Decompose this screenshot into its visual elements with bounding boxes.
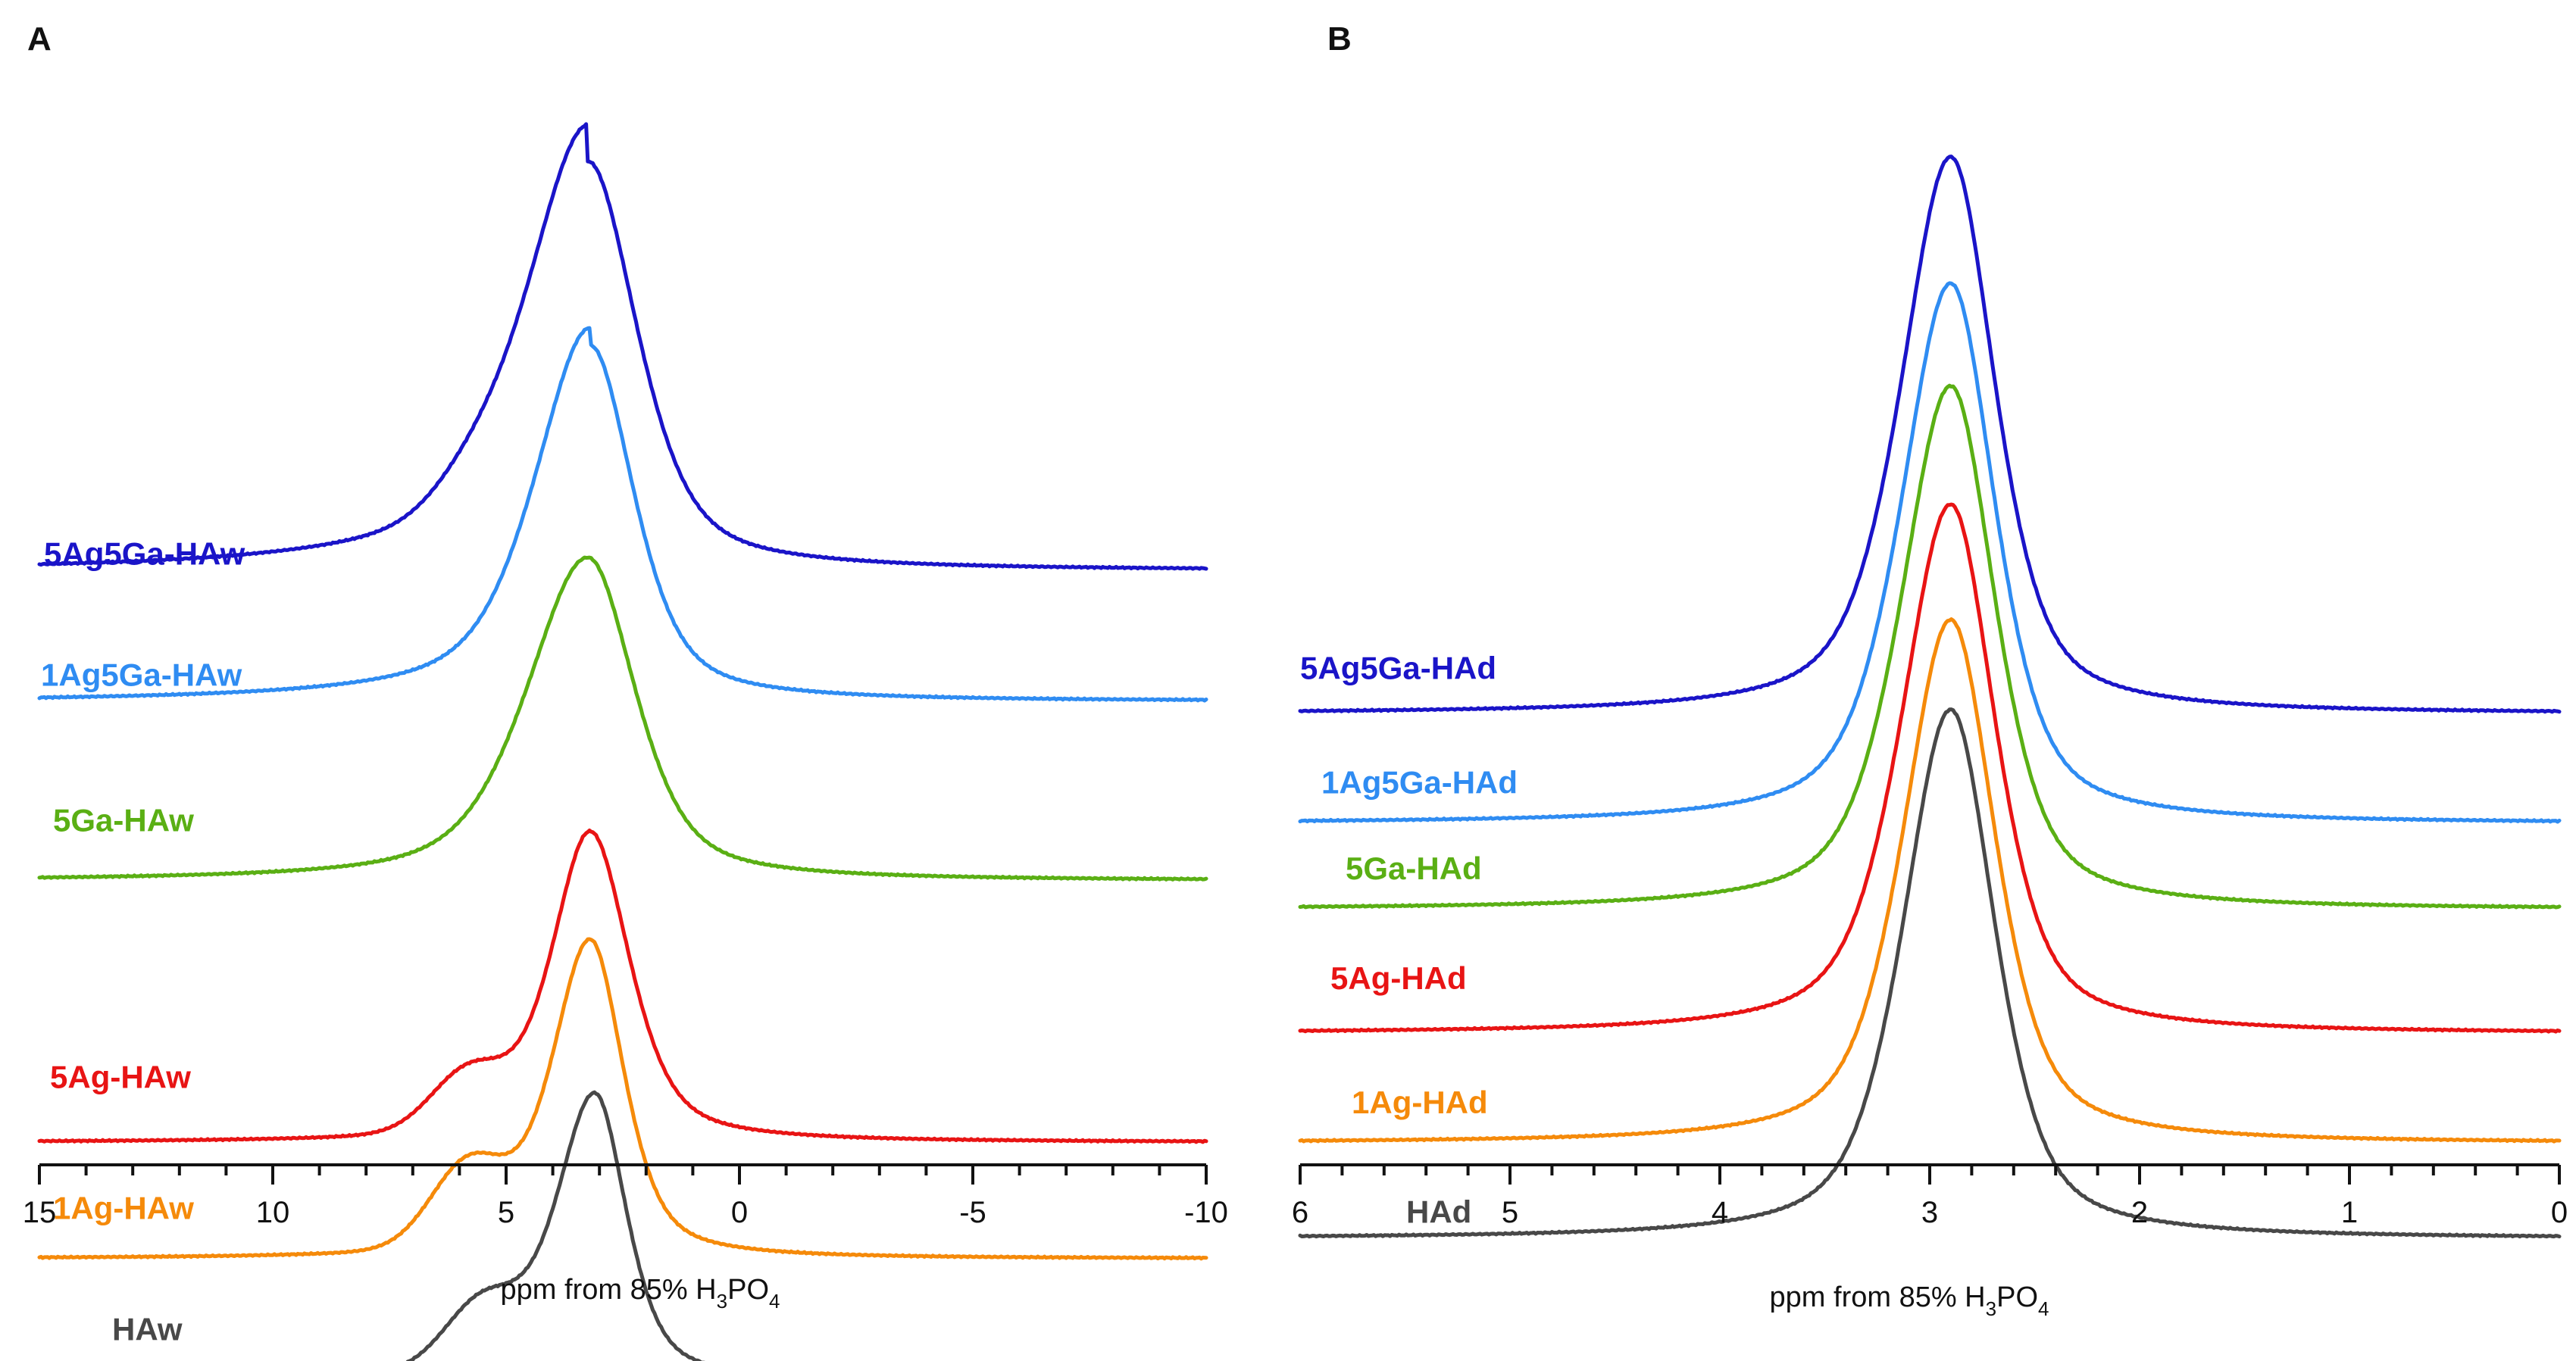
panel-a-series-labels: 5Ag5Ga-HAw 1Ag5Ga-HAw 5Ga-HAw 5Ag-HAw 1Ag-HA… — [41, 535, 245, 1347]
trace-1ag5ga-haw — [37, 326, 1208, 703]
panel-b-series-labels: 5Ag5Ga-HAd 1Ag5Ga-HAd 5Ga-HAd 5Ag-HAd 1Ag-HA… — [1300, 651, 1518, 1230]
series-label-5ag5ga-had: 5Ag5Ga-HAd — [1300, 651, 1496, 686]
tick-label: -10 — [1184, 1196, 1228, 1229]
trace-1ag-haw — [37, 937, 1208, 1261]
trace-5ag-had — [1298, 502, 2562, 1034]
trace-5ag5ga-haw — [37, 122, 1208, 571]
series-label-5ga-had: 5Ga-HAd — [1346, 851, 1482, 886]
series-label-1ag-had: 1Ag-HAd — [1352, 1085, 1488, 1120]
panel-b-traces — [1298, 155, 2562, 1239]
trace-1ag5ga-had — [1298, 281, 2562, 824]
series-label-5ga-haw: 5Ga-HAw — [53, 802, 194, 838]
trace-5ga-had — [1298, 383, 2562, 910]
trace-5ga-haw — [37, 555, 1208, 882]
series-label-had: HAd — [1406, 1194, 1471, 1230]
series-label-1ag-haw: 1Ag-HAw — [53, 1190, 194, 1225]
tick-label: 0 — [2551, 1196, 2568, 1229]
trace-had — [1298, 707, 2562, 1239]
tick-label: 3 — [1921, 1196, 1938, 1229]
tick-label: -5 — [959, 1196, 986, 1229]
panel-b-letter: B — [1327, 20, 1352, 58]
series-label-5ag-haw: 5Ag-HAw — [50, 1060, 191, 1095]
tick-label: 10 — [256, 1196, 290, 1229]
series-label-5ag5ga-haw: 5Ag5Ga-HAw — [44, 535, 245, 571]
trace-5ag5ga-had — [1298, 155, 2562, 714]
panel-a-letter: A — [27, 20, 52, 58]
tick-label: 1 — [2341, 1196, 2358, 1229]
series-label-5ag-had: 5Ag-HAd — [1330, 960, 1467, 996]
panel-a-x-axis-title: ppm from 85% H3PO4 — [501, 1274, 780, 1313]
trace-haw — [405, 1090, 705, 1361]
panel-a: A 5Ag5Ga-HAw 1Ag5Ga-HAw 5Ga-HAw 5Ag-HAw 1Ag-… — [23, 20, 1228, 1361]
series-label-1ag5ga-had: 1Ag5Ga-HAd — [1321, 765, 1518, 801]
tick-label: 0 — [731, 1196, 748, 1229]
series-label-1ag5ga-haw: 1Ag5Ga-HAw — [41, 657, 242, 692]
panel-b-x-axis-title: ppm from 85% H3PO4 — [1770, 1281, 2049, 1320]
tick-label: 5 — [498, 1196, 514, 1229]
tick-label: 2 — [2131, 1196, 2148, 1229]
tick-label: 4 — [1712, 1196, 1728, 1229]
tick-label: 5 — [1502, 1196, 1518, 1229]
panel-b-x-axis: 6 5 4 3 2 1 0 — [1292, 1163, 2568, 1229]
trace-1ag-had — [1298, 617, 2562, 1144]
series-label-haw: HAw — [112, 1311, 183, 1347]
tick-label: 6 — [1292, 1196, 1308, 1229]
trace-5ag-haw — [37, 829, 1208, 1144]
tick-label: 15 — [23, 1196, 57, 1229]
panel-a-traces — [37, 122, 1208, 1361]
panel-b: B 5Ag5Ga-HAd 1Ag5Ga-HAd 5Ga-HAd 5Ag-HAd 1Ag-… — [1292, 20, 2568, 1320]
panel-a-x-axis: 15 10 5 0 -5 -10 — [23, 1163, 1228, 1229]
